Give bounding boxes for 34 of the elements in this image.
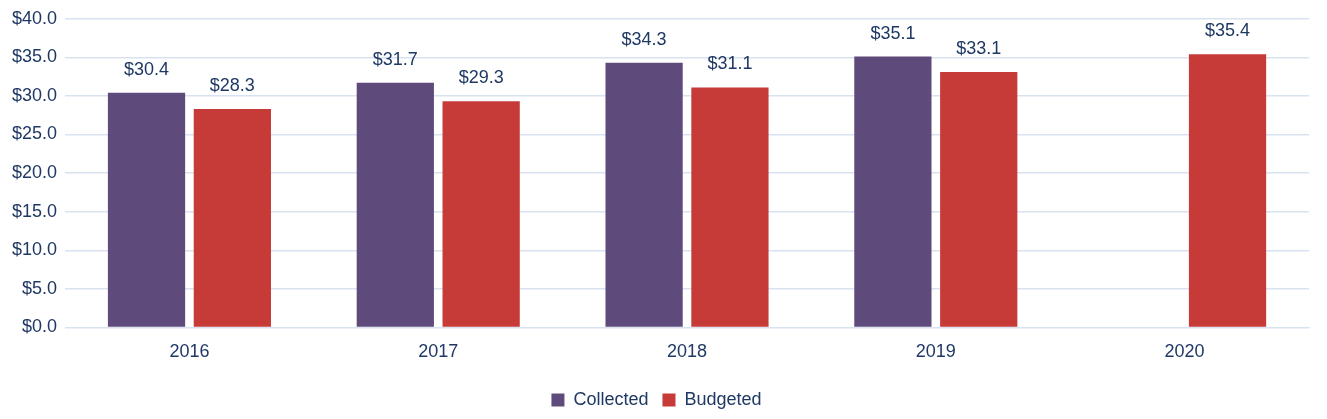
bar — [1188, 54, 1267, 327]
bar — [691, 87, 769, 327]
data-label: $35.4 — [1205, 20, 1251, 41]
x-tick-label: 2017 — [418, 341, 459, 362]
x-tick-label: 2016 — [169, 341, 210, 362]
data-label: $33.1 — [956, 38, 1002, 58]
data-label: $30.4 — [124, 58, 170, 79]
y-tick-label: $10.0 — [12, 239, 58, 260]
bar — [442, 101, 520, 327]
data-label: $28.3 — [209, 75, 255, 96]
data-label: $35.1 — [870, 22, 916, 43]
data-label: $31.7 — [372, 48, 418, 69]
y-tick-label: $5.0 — [22, 277, 58, 298]
legend-label: Collected — [573, 388, 649, 409]
y-tick-label: $25.0 — [12, 123, 58, 144]
x-tick-label: 2019 — [915, 341, 956, 362]
y-tick-label: $30.0 — [12, 84, 58, 105]
y-tick-label: $0.0 — [22, 316, 58, 337]
data-label: $34.3 — [621, 28, 667, 49]
x-tick-label: 2018 — [667, 341, 708, 362]
data-label: $29.3 — [458, 67, 504, 88]
bar — [605, 62, 683, 327]
bar — [193, 109, 271, 327]
bar — [854, 56, 932, 327]
y-tick-label: $40.0 — [12, 7, 58, 28]
y-tick-label: $20.0 — [12, 162, 58, 183]
bar — [107, 92, 186, 327]
bar — [356, 82, 434, 327]
y-tick-label: $15.0 — [12, 200, 58, 221]
y-tick-label: $35.0 — [12, 46, 58, 67]
legend-label: Budgeted — [684, 388, 762, 409]
bar — [940, 72, 1018, 327]
x-tick-label: 2020 — [1164, 341, 1205, 362]
data-label: $31.1 — [707, 53, 753, 74]
